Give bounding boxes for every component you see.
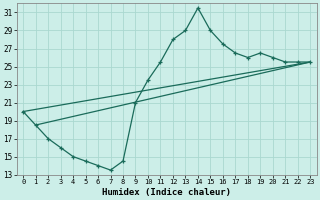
X-axis label: Humidex (Indice chaleur): Humidex (Indice chaleur) (102, 188, 231, 197)
